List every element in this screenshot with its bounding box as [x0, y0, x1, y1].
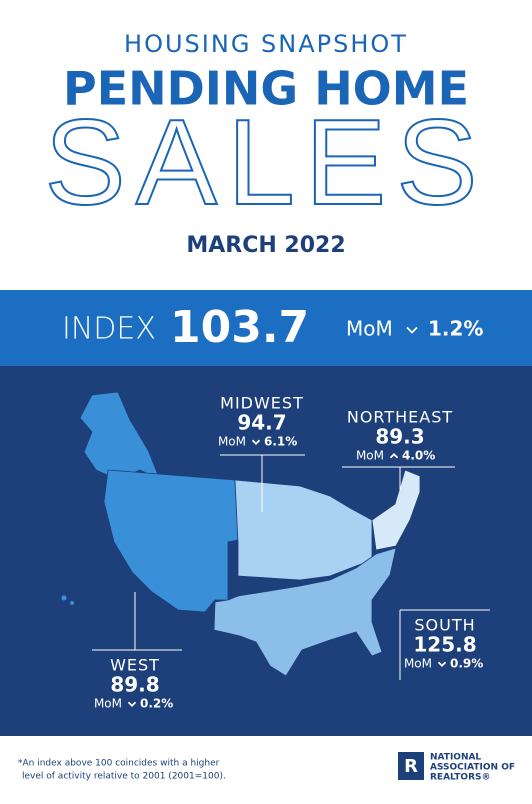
footnote: *An index above 100 coincides with a hig… [18, 759, 220, 769]
south-region [213, 547, 397, 677]
chevron-up [389, 452, 399, 459]
hawaii [61, 595, 67, 601]
title-line2: SALES [44, 94, 487, 230]
chevron-down [251, 439, 261, 446]
region-name: SOUTH [414, 616, 475, 635]
region-name: WEST [110, 656, 160, 675]
region-mom-label: MoM [94, 697, 122, 711]
south-callout: SOUTH 125.8 MoM 0.9% [399, 609, 490, 680]
region-mom-change: 0.9% [450, 657, 483, 671]
title-line1: PENDING HOME [63, 62, 469, 116]
kicker: HOUSING SNAPSHOT [124, 30, 408, 58]
northeast-region [371, 469, 421, 551]
northeast-callout: NORTHEAST 89.3 MoM 4.0% [342, 408, 455, 490]
hawaii [70, 601, 74, 605]
region-mom-label: MoM [404, 657, 432, 671]
chevron-down [127, 701, 137, 708]
logo-text: REALTORS® [430, 773, 491, 783]
logo-text: NATIONAL [430, 753, 481, 763]
logo-letter: R [404, 756, 418, 777]
index-band [0, 290, 532, 366]
index-chevron [406, 326, 418, 334]
region-name: MIDWEST [220, 394, 304, 413]
index-mom-change: 1.2% [428, 317, 483, 341]
region-name: NORTHEAST [347, 408, 453, 427]
region-value: 89.3 [375, 425, 424, 449]
midwest-callout: MIDWEST 94.7 MoM 6.1% [218, 394, 305, 512]
footer-bg [0, 736, 532, 800]
chevron [389, 452, 399, 459]
logo-text: ASSOCIATION OF [430, 763, 515, 773]
region-value: 125.8 [413, 633, 476, 657]
region-mom-change: 4.0% [402, 449, 435, 463]
west-callout: WEST 89.8 MoM 0.2% [92, 592, 182, 711]
region-mom-label: MoM [356, 449, 384, 463]
index-value: 103.7 [170, 302, 309, 353]
date: MARCH 2022 [186, 233, 345, 258]
footnote: level of activity relative to 2001 (2001… [22, 772, 226, 782]
us-map [61, 391, 421, 677]
index-label: INDEX [62, 312, 156, 347]
region-value: 94.7 [237, 411, 286, 435]
region-mom-change: 0.2% [140, 697, 173, 711]
index-mom-label: MoM [346, 317, 393, 341]
chevron [127, 701, 137, 708]
chevron [437, 661, 447, 668]
region-mom-label: MoM [218, 435, 246, 449]
chevron [251, 439, 261, 446]
logo-mark [398, 752, 424, 780]
region-value: 89.8 [110, 673, 159, 697]
chevron-down [437, 661, 447, 668]
region-mom-change: 6.1% [264, 435, 297, 449]
chevron-down [406, 326, 418, 334]
header-bg [0, 0, 532, 290]
